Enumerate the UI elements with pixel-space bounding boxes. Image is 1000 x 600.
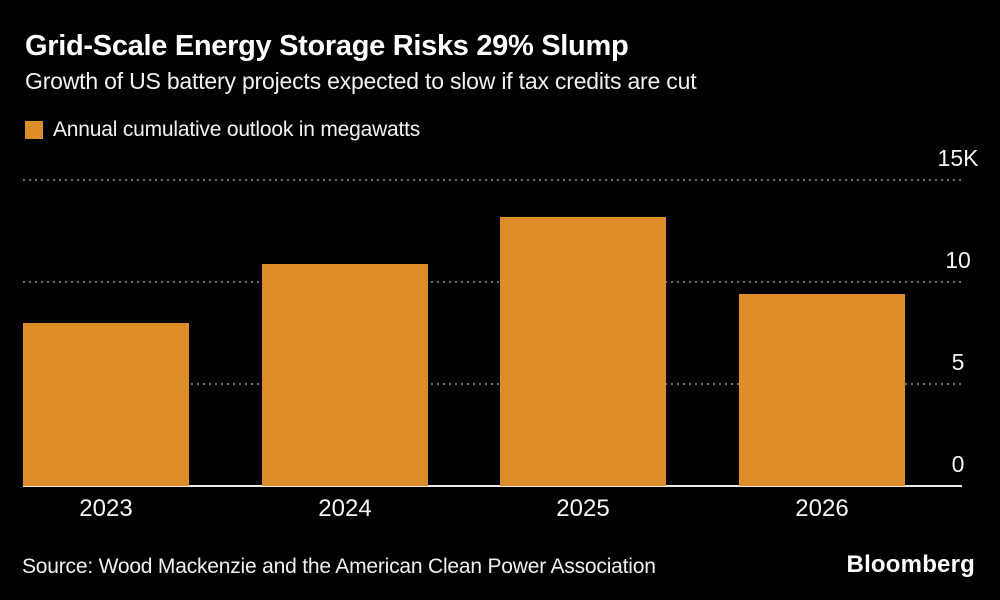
legend: Annual cumulative outlook in megawatts <box>25 118 420 142</box>
bloomberg-logo: Bloomberg <box>846 551 975 578</box>
chart-subtitle: Growth of US battery projects expected t… <box>25 68 697 94</box>
x-axis-baseline <box>23 485 962 487</box>
source-attribution: Source: Wood Mackenzie and the American … <box>22 555 656 578</box>
bar-2026 <box>739 294 905 486</box>
legend-label: Annual cumulative outlook in megawatts <box>53 118 421 141</box>
gridline-15k <box>23 179 962 181</box>
chart-title: Grid-Scale Energy Storage Risks 29% Slum… <box>25 30 629 62</box>
x-axis-tick-2023: 2023 <box>79 495 133 522</box>
x-axis-tick-2026: 2026 <box>795 495 849 522</box>
bar-2023 <box>23 323 189 486</box>
bar-2025 <box>500 217 666 486</box>
gridline-10 <box>23 281 962 283</box>
bar-2024 <box>262 264 428 486</box>
y-axis-tick-0: 0 <box>951 451 965 477</box>
x-axis-tick-2024: 2024 <box>318 495 372 522</box>
y-axis-tick-10: 10 <box>945 247 971 273</box>
gridline-5 <box>23 383 962 385</box>
legend-swatch-icon <box>25 121 43 139</box>
y-axis-tick-5: 5 <box>951 349 965 375</box>
y-axis-tick-15k: 15K <box>937 145 979 171</box>
x-axis-tick-2025: 2025 <box>556 495 610 522</box>
